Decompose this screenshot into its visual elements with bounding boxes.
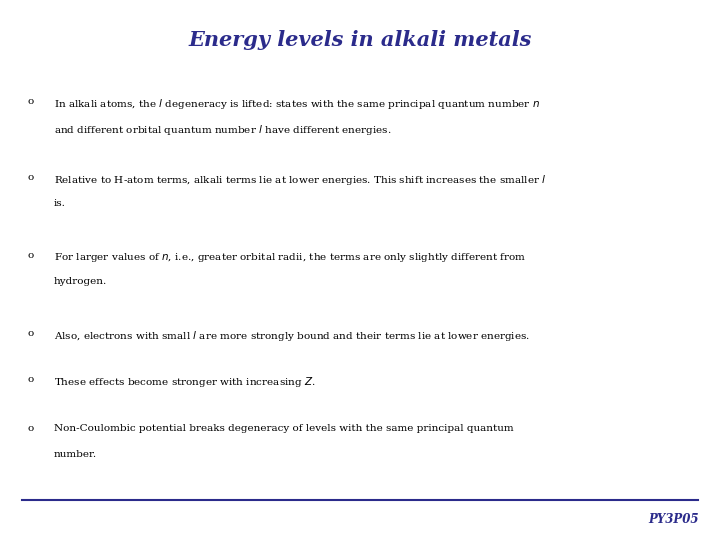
Text: o: o <box>27 173 33 182</box>
Text: These effects become stronger with increasing $\it{Z}$.: These effects become stronger with incre… <box>54 375 316 389</box>
Text: number.: number. <box>54 450 97 459</box>
Text: o: o <box>27 97 33 106</box>
Text: and different orbital quantum number $\it{l}$ have different energies.: and different orbital quantum number $\i… <box>54 123 392 137</box>
Text: Also, electrons with small $\it{l}$ are more strongly bound and their terms lie : Also, electrons with small $\it{l}$ are … <box>54 329 530 343</box>
Text: Non-Coulombic potential breaks degeneracy of levels with the same principal quan: Non-Coulombic potential breaks degenerac… <box>54 424 513 433</box>
Text: o: o <box>27 424 33 433</box>
Text: PY3P05: PY3P05 <box>648 513 698 526</box>
Text: o: o <box>27 251 33 260</box>
Text: hydrogen.: hydrogen. <box>54 277 107 286</box>
Text: For larger values of $\it{n}$, i.e., greater orbital radii, the terms are only s: For larger values of $\it{n}$, i.e., gre… <box>54 251 526 264</box>
Text: o: o <box>27 375 33 384</box>
Text: In alkali atoms, the $\it{l}$ degeneracy is lifted: states with the same princip: In alkali atoms, the $\it{l}$ degeneracy… <box>54 97 540 111</box>
Text: Energy levels in alkali metals: Energy levels in alkali metals <box>189 30 531 51</box>
Text: o: o <box>27 329 33 339</box>
Text: is.: is. <box>54 199 66 208</box>
Text: Relative to H-atom terms, alkali terms lie at lower energies. This shift increas: Relative to H-atom terms, alkali terms l… <box>54 173 546 187</box>
